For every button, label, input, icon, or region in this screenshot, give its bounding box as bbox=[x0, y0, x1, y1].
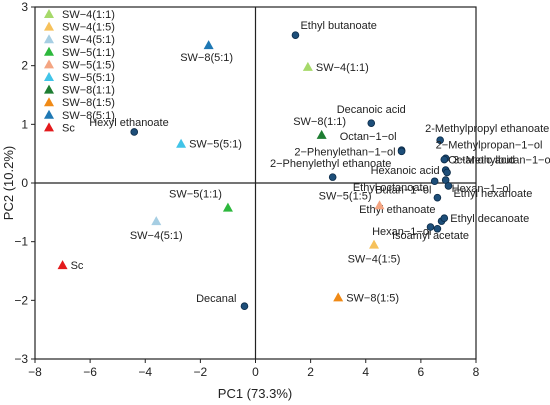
legend-marker bbox=[44, 122, 54, 132]
sample-scores: SW−4(1:1)SW−4(1:5)SW−4(5:1)SW−5(1:1) SW−5… bbox=[57, 40, 401, 304]
compound-label: Isoamyl acetate bbox=[392, 230, 469, 242]
compound-point bbox=[130, 128, 139, 136]
compound-point bbox=[436, 136, 444, 144]
compound-label: 2−Methylpropan−1−ol bbox=[436, 139, 543, 151]
compound-point bbox=[444, 182, 453, 190]
x-tick-label: −2 bbox=[194, 365, 208, 379]
legend-label: SW−4(1:1) bbox=[62, 9, 115, 21]
legend-marker bbox=[44, 9, 54, 18]
sample-label: SW−5(1:5) bbox=[319, 190, 372, 202]
compound-label: 3−Methylbutan−1−ol bbox=[453, 154, 550, 166]
compound-label: 2−Phenylethan−1−ol bbox=[294, 146, 395, 158]
sample-label: SW−4(1:1) bbox=[316, 62, 369, 74]
compound-point bbox=[367, 119, 376, 127]
x-tick-label: 4 bbox=[362, 365, 369, 379]
legend-label: SW−5(1:5) bbox=[62, 59, 115, 71]
legend-label: SW−5(5:1) bbox=[62, 72, 115, 84]
compound-label: 2-Methylpropyl ethanoate bbox=[425, 123, 549, 135]
x-axis-title: PC1 (73.3%) bbox=[218, 386, 292, 401]
compound-label: Decanal bbox=[196, 293, 236, 305]
sample-label: Sc bbox=[71, 260, 84, 272]
compound-point bbox=[443, 168, 451, 177]
x-tick-label: −4 bbox=[138, 365, 152, 379]
sample-marker bbox=[316, 129, 327, 139]
x-tick-label: 0 bbox=[252, 365, 259, 379]
y-tick-label: 1 bbox=[21, 117, 28, 131]
compound-point bbox=[291, 31, 300, 39]
legend-marker bbox=[44, 109, 54, 119]
sample-marker bbox=[57, 260, 68, 270]
sample-label: SW−5(5:1) bbox=[189, 139, 242, 151]
compound-label: Hexanoic acid bbox=[371, 165, 440, 177]
sample-label: SW−8(5:1) bbox=[180, 52, 233, 64]
sample-marker bbox=[176, 138, 187, 148]
compound-point bbox=[426, 223, 435, 231]
compound-point bbox=[440, 214, 449, 223]
legend-marker bbox=[44, 72, 54, 81]
compound-label: Decanoic acid bbox=[337, 104, 406, 116]
legend-label: SW−8(5:1) bbox=[62, 110, 115, 122]
compound-label: Octan−1−ol bbox=[340, 131, 397, 143]
compound-point bbox=[240, 302, 249, 311]
sample-marker bbox=[333, 292, 344, 302]
legend: SW−4(1:1)SW−4(1:5)SW−4(5:1)SW−5(1:1)SW−5… bbox=[44, 9, 115, 134]
legend-label: SW−8(1:1) bbox=[62, 85, 115, 97]
y-tick-label: −1 bbox=[14, 235, 28, 249]
compound-label: Butan−1−ol bbox=[375, 185, 431, 197]
zero-reference-lines bbox=[35, 7, 476, 359]
y-tick-label: 0 bbox=[21, 176, 28, 190]
sample-marker bbox=[151, 216, 162, 226]
x-tick-label: −8 bbox=[28, 365, 42, 379]
x-tick-label: 6 bbox=[418, 365, 425, 379]
compound-label: Ethyl butanoate bbox=[300, 20, 376, 32]
sample-label: SW−5(1:1) bbox=[169, 189, 222, 201]
compound-label: Ethyl decanoate bbox=[450, 213, 529, 225]
sample-marker bbox=[222, 202, 233, 212]
compound-label: 2−Phenylethyl ethanoate bbox=[270, 158, 391, 170]
legend-label: SW−5(1:1) bbox=[62, 47, 115, 59]
legend-label: SW−4(5:1) bbox=[62, 34, 115, 46]
x-tick-label: 8 bbox=[473, 365, 480, 379]
sample-label: SW−8(1:5) bbox=[346, 292, 399, 304]
y-tick-label: −3 bbox=[14, 352, 28, 366]
legend-marker bbox=[44, 46, 54, 56]
y-axis-title: PC2 (10.2%) bbox=[1, 146, 16, 220]
compound-point bbox=[433, 224, 442, 233]
y-tick-label: 2 bbox=[21, 59, 28, 73]
legend-marker bbox=[44, 21, 54, 31]
legend-marker bbox=[44, 34, 54, 44]
legend-marker bbox=[44, 84, 54, 94]
sample-label: SW−4(5:1) bbox=[130, 230, 183, 242]
legend-marker bbox=[44, 59, 54, 69]
x-tick-label: 2 bbox=[307, 365, 314, 379]
compound-point bbox=[430, 177, 439, 186]
sample-marker bbox=[374, 200, 385, 210]
legend-marker bbox=[44, 97, 54, 107]
compound-point bbox=[440, 155, 449, 164]
axis-ticks: −8 −6 −4 −2 0 2 4 6 8 −3 −2 −1 0 1 2 3 bbox=[14, 0, 479, 379]
x-tick-label: −6 bbox=[83, 365, 97, 379]
y-tick-label: −2 bbox=[14, 293, 28, 307]
sample-marker bbox=[369, 239, 380, 249]
sample-marker bbox=[302, 61, 313, 71]
compound-label: Hexyl ethanoate bbox=[89, 117, 169, 129]
compound-point bbox=[397, 147, 406, 156]
sample-label: SW−8(1:1) bbox=[293, 116, 346, 128]
compound-point bbox=[328, 173, 337, 181]
compound-label: Ethyl ethanoate bbox=[359, 204, 435, 216]
y-tick-label: 3 bbox=[21, 0, 28, 14]
legend-label: SW−4(1:5) bbox=[62, 22, 115, 34]
compound-label: Octanoic acid bbox=[448, 155, 515, 167]
compound-label: Ethyl octanoate bbox=[353, 182, 429, 194]
legend-label: SW−8(1:5) bbox=[62, 97, 115, 109]
compound-label: Hexan−1−ol bbox=[452, 183, 511, 195]
sample-marker bbox=[203, 40, 214, 50]
sample-label: SW−4(1:5) bbox=[348, 254, 401, 266]
compound-label: Hexan−1−ol bbox=[372, 226, 431, 238]
compound-loadings: Ethyl butanoate Hexyl ethanoate Decanoic a… bbox=[89, 20, 550, 311]
compound-label: Ethyl hexanoate bbox=[453, 188, 532, 200]
legend-label: Sc bbox=[62, 122, 75, 134]
compound-point bbox=[433, 193, 442, 202]
